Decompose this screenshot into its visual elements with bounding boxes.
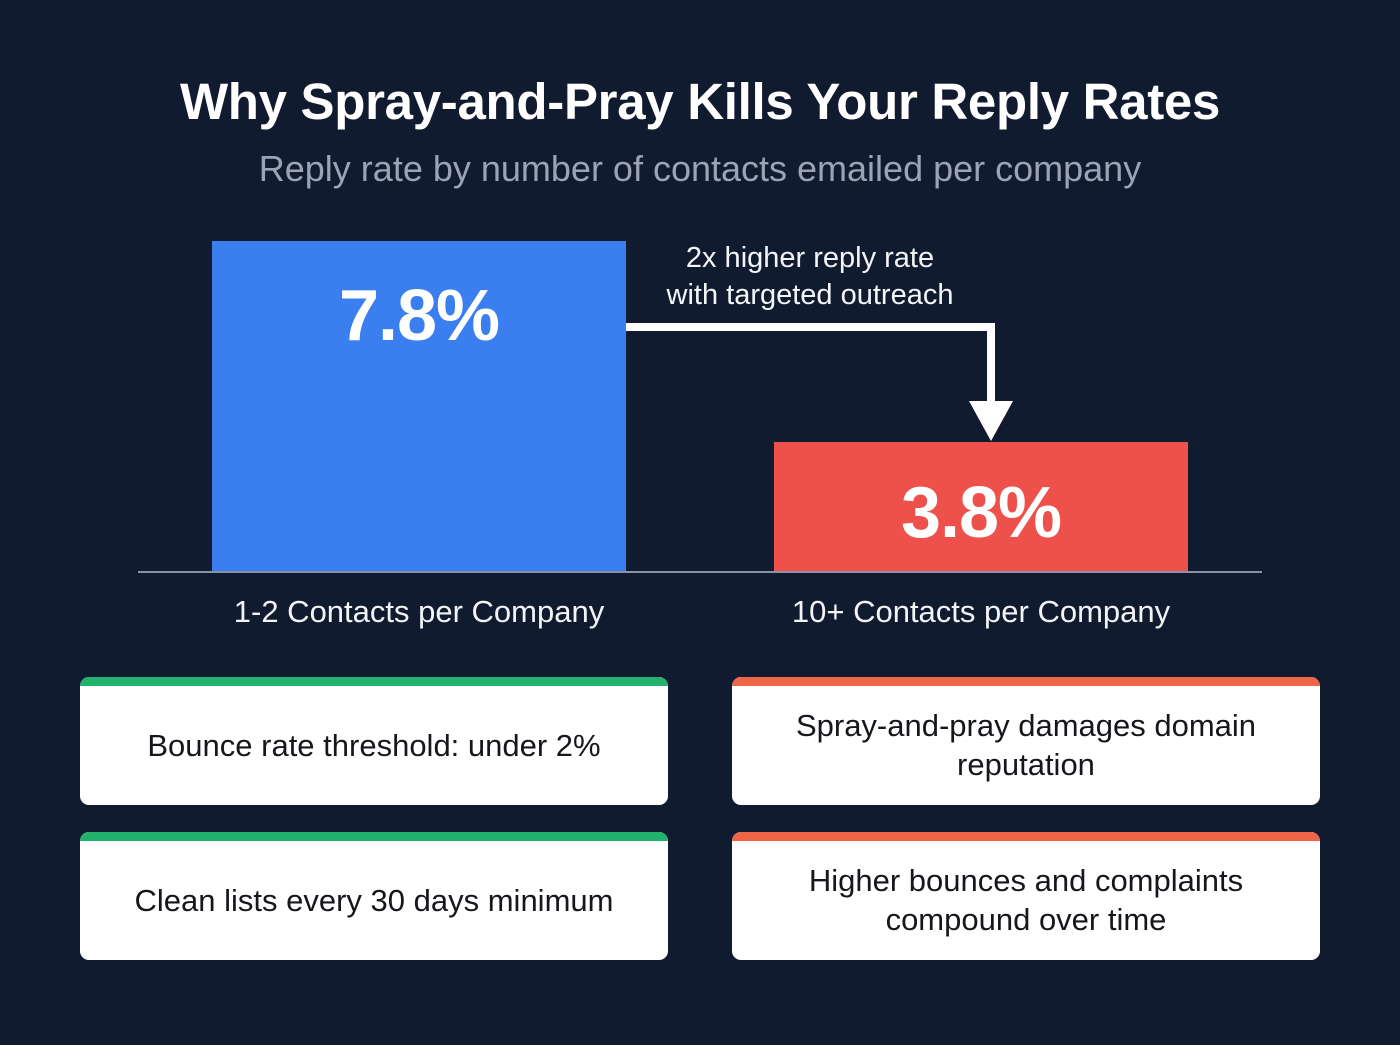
- annotation-line: 2x higher reply rate: [685, 242, 935, 274]
- category-label: 1-2 Contacts per Company: [233, 594, 605, 629]
- category-label: 10+ Contacts per Company: [791, 594, 1171, 629]
- x-axis-baseline: [138, 571, 1262, 573]
- tip-card: Clean lists every 30 days minimum: [80, 832, 668, 960]
- tip-card: Bounce rate threshold: under 2%: [80, 677, 668, 805]
- card-text: Bounce rate threshold: under 2%: [147, 727, 601, 763]
- arrow-connector-horizontal: [626, 323, 995, 331]
- bar-spray-and-pray: 3.8%: [774, 442, 1188, 572]
- bar-value-label: 3.8%: [900, 473, 1062, 553]
- comparison-annotation: 2x higher reply rate with targeted outre…: [600, 240, 1020, 314]
- bar-value-label: 7.8%: [338, 276, 500, 356]
- warning-card: Higher bounces and complaints compound o…: [732, 832, 1320, 960]
- card-text: Clean lists every 30 days minimum: [134, 882, 614, 918]
- arrow-down-icon: [969, 401, 1013, 441]
- card-text: Higher bounces and complaints compound o…: [808, 863, 1244, 937]
- arrow-connector-vertical: [987, 323, 995, 403]
- annotation-line: with targeted outreach: [666, 279, 954, 311]
- warning-card: Spray-and-pray damages domain reputation: [732, 677, 1320, 805]
- page-subtitle: Reply rate by number of contacts emailed…: [258, 148, 1142, 189]
- page-title: Why Spray-and-Pray Kills Your Reply Rate…: [179, 73, 1221, 130]
- card-text: Spray-and-pray damages domain reputation: [795, 708, 1257, 782]
- bar-targeted: 7.8%: [212, 241, 626, 572]
